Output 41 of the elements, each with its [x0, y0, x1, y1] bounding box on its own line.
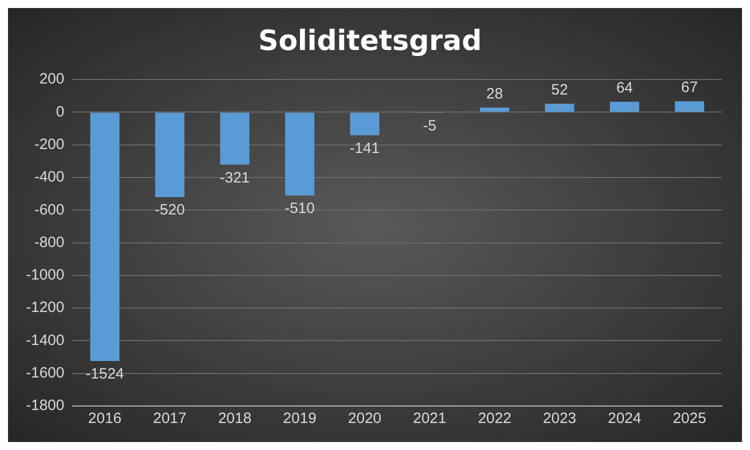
bar: [610, 102, 640, 112]
x-tick-label: 2019: [283, 410, 316, 428]
data-label: -141: [350, 140, 380, 157]
bar: [285, 112, 314, 196]
y-tick-label: -600: [34, 201, 64, 218]
chart-title: Soliditetsgrad: [258, 24, 482, 58]
bar: [674, 101, 704, 112]
data-label: 64: [616, 79, 633, 96]
y-tick-label: -1200: [26, 299, 64, 316]
x-tick-label: 2020: [348, 410, 382, 428]
x-tick-label: 2021: [412, 410, 446, 428]
y-tick-label: -400: [34, 168, 64, 186]
x-tick-label: 2023: [542, 410, 576, 428]
y-tick-label: 200: [39, 70, 64, 88]
x-tick-label: 2022: [478, 410, 512, 428]
y-tick-label: 0: [56, 103, 64, 120]
x-tick-label: 2024: [608, 410, 642, 428]
y-tick-label: -1600: [26, 364, 64, 382]
bar: [350, 112, 380, 136]
data-label: 28: [486, 85, 503, 102]
y-tick-label: -1000: [26, 266, 64, 284]
y-tick-label: -800: [34, 234, 64, 251]
y-tick-label: -1800: [26, 397, 64, 414]
bar: [155, 112, 184, 198]
data-label: -1524: [86, 366, 124, 383]
data-label: -520: [154, 202, 185, 219]
x-tick-label: 2017: [153, 410, 186, 428]
data-label: 52: [551, 81, 568, 98]
x-tick-label: 2025: [672, 410, 706, 428]
data-label: -321: [220, 169, 250, 186]
bar: [220, 112, 250, 165]
y-tick-label: -1400: [26, 332, 64, 349]
bar: [90, 112, 120, 361]
data-label: -510: [284, 200, 315, 218]
data-label: 67: [681, 78, 698, 96]
bar: [480, 108, 510, 112]
y-tick-label: -200: [34, 136, 64, 154]
x-tick-label: 2018: [218, 410, 252, 428]
data-label: -5: [422, 118, 436, 135]
x-tick-label: 2016: [88, 410, 122, 428]
bar: [544, 104, 574, 112]
